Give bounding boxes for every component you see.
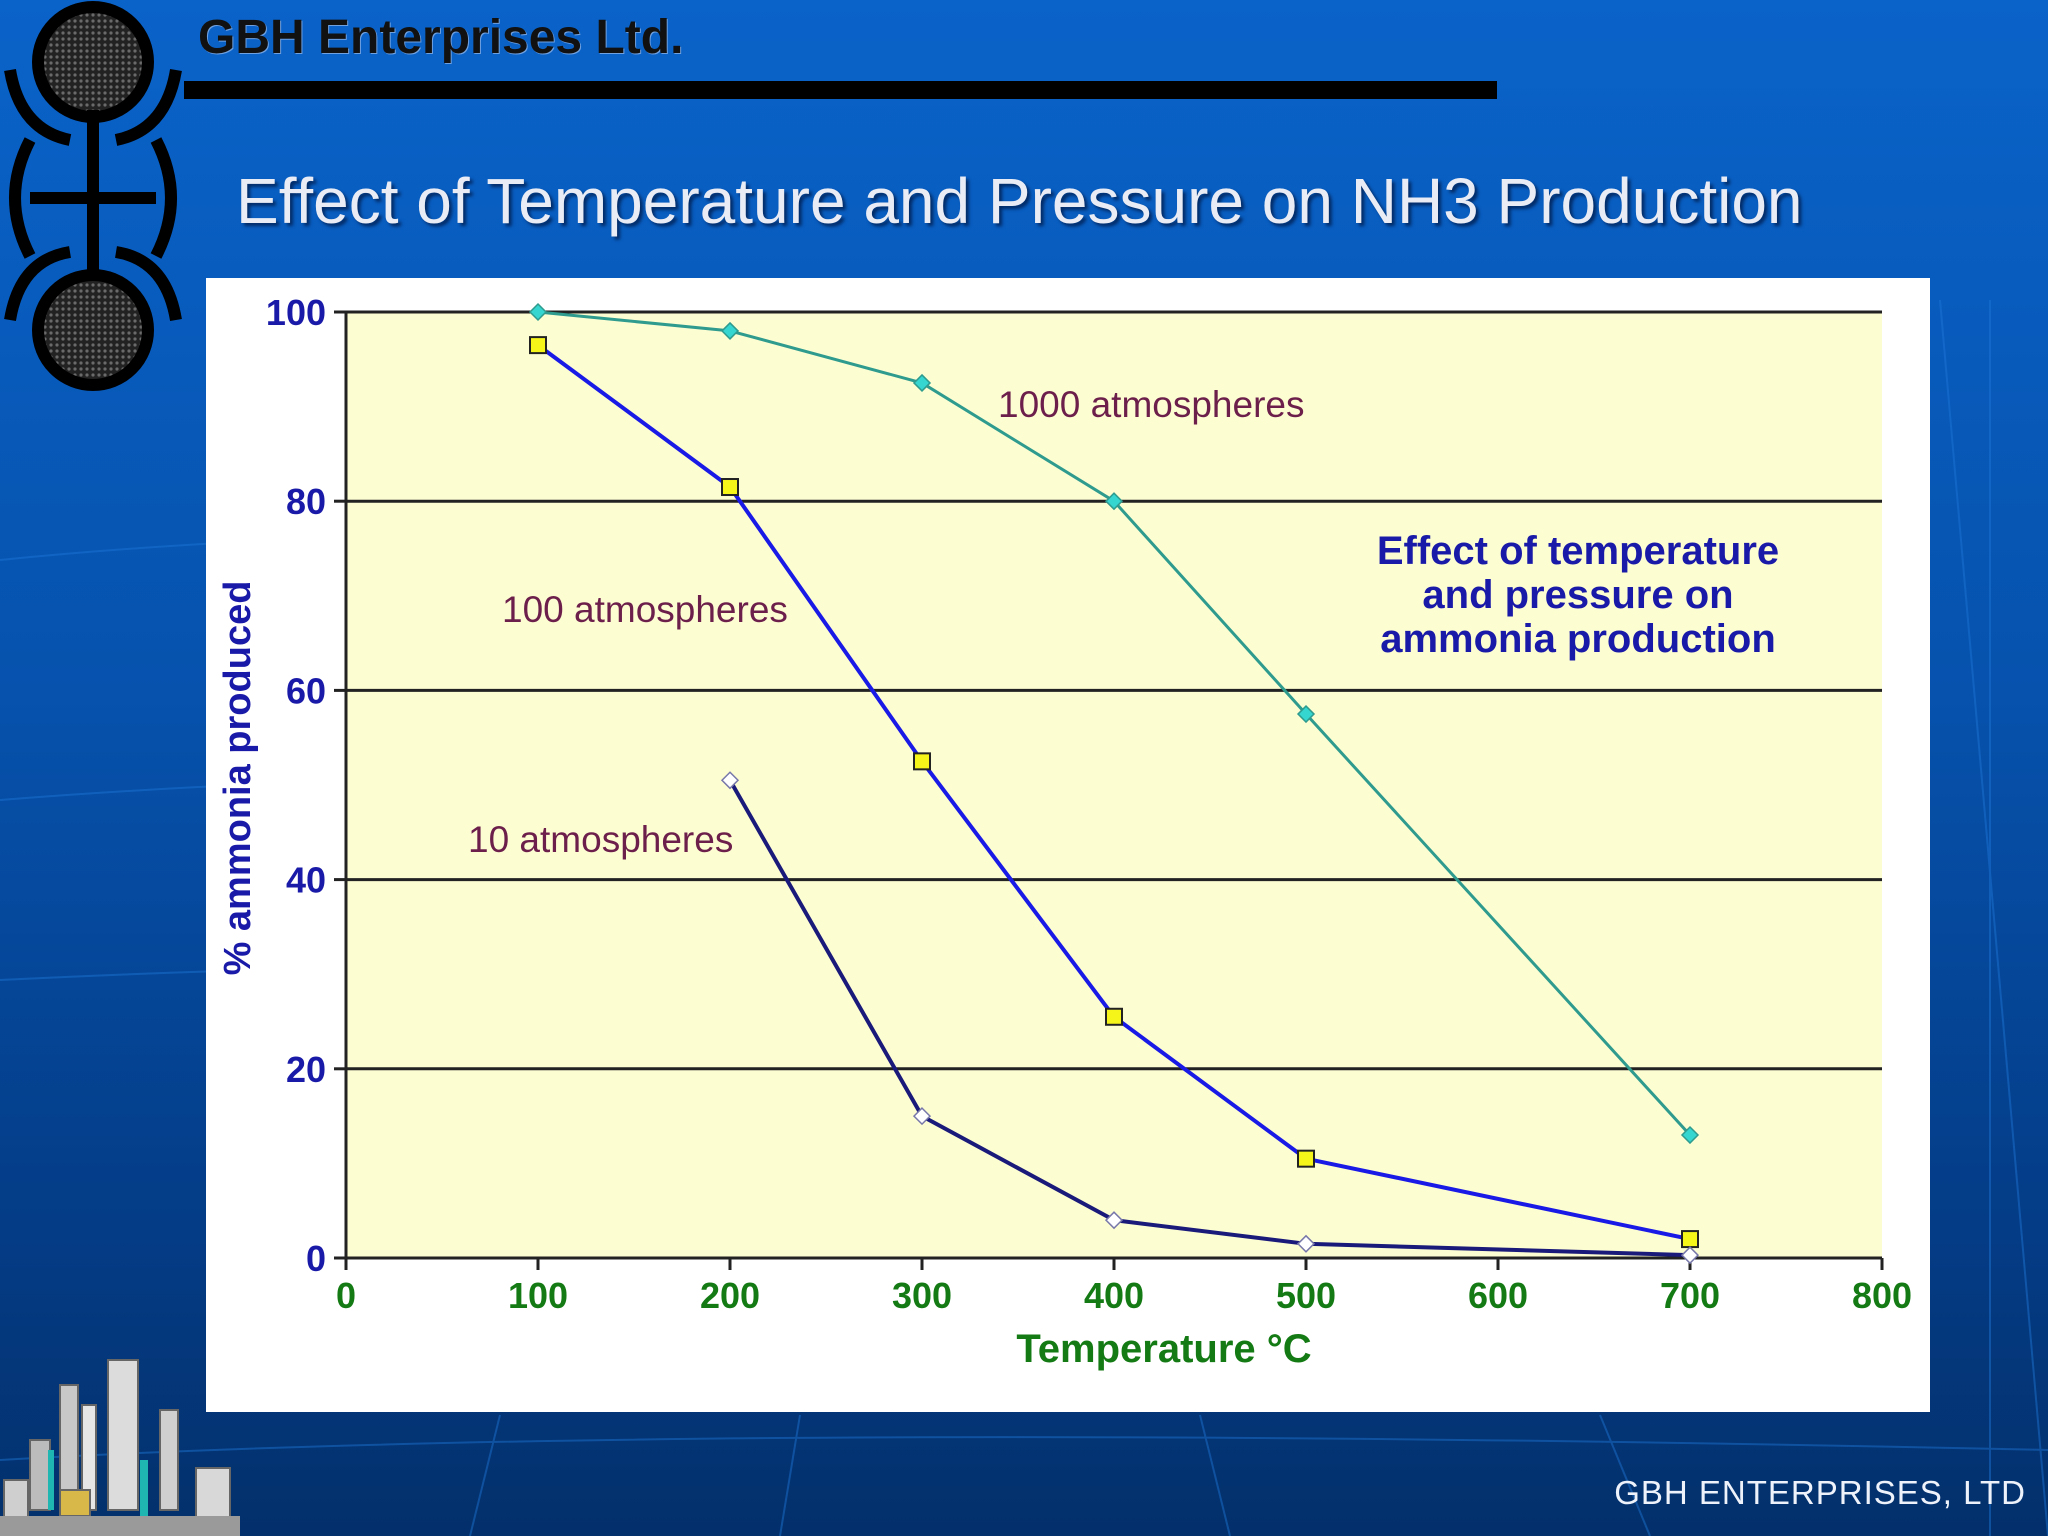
point-1000-atm-100 <box>528 302 548 322</box>
point-100-atm-300 <box>913 752 931 771</box>
point-1000-atm-400 <box>1104 492 1124 511</box>
x-tick-label-400: 400 <box>1084 1275 1144 1316</box>
chart-title-line-2: and pressure on <box>1422 573 1733 617</box>
plot-area <box>346 312 1882 1258</box>
chart-title-line-3: ammonia production <box>1380 617 1776 661</box>
point-10-atm-400 <box>1104 1211 1124 1230</box>
point-1000-atm-300 <box>912 373 932 393</box>
x-tick-label-100: 100 <box>508 1275 568 1316</box>
x-axis-label: Temperature °C <box>1016 1327 1311 1371</box>
series-line-1000-atm <box>537 310 1692 1137</box>
x-tick-label-700: 700 <box>1660 1275 1720 1316</box>
y-tick-label-0: 0 <box>306 1238 326 1279</box>
series-label-1000: 1000 atmospheres <box>998 384 1304 425</box>
point-100-atm-400 <box>1105 1007 1123 1026</box>
x-tick-label-300: 300 <box>892 1275 952 1316</box>
point-100-atm-200 <box>721 478 739 497</box>
y-tick-label-100: 100 <box>266 292 326 333</box>
y-tick-label-40: 40 <box>286 860 326 901</box>
company-logo <box>4 1 182 391</box>
y-tick-label-20: 20 <box>286 1049 326 1090</box>
point-100-atm-700 <box>1681 1230 1699 1249</box>
point-1000-atm-500 <box>1296 704 1316 724</box>
series-line-100-atm <box>536 343 1691 1242</box>
point-1000-atm-200 <box>720 321 740 340</box>
header-rule <box>184 81 1497 99</box>
point-10-atm-500 <box>1296 1234 1316 1253</box>
series-label-10: 10 atmospheres <box>468 819 733 860</box>
point-10-atm-300 <box>912 1107 932 1126</box>
x-tick-label-0: 0 <box>336 1275 356 1316</box>
y-tick-label-80: 80 <box>286 481 326 522</box>
slide-title: Effect of Temperature and Pressure on NH… <box>236 165 1803 237</box>
company-name: GBH Enterprises Ltd. <box>198 11 684 64</box>
point-10-atm-200 <box>720 771 740 790</box>
chart-title: Effect of temperature and pressure on am… <box>1377 529 1779 661</box>
point-100-atm-500 <box>1297 1149 1315 1168</box>
ammonia-chart: 0 20 40 60 80 100 0 100 200 300 400 500 600 700 800 Te… <box>217 292 1912 1371</box>
x-tick-label-500: 500 <box>1276 1275 1336 1316</box>
x-tick-label-800: 800 <box>1852 1275 1912 1316</box>
footer-text: GBH ENTERPRISES, LTD <box>1614 1474 2026 1511</box>
point-10-atm-700 <box>1680 1246 1700 1265</box>
y-tick-label-60: 60 <box>286 670 326 711</box>
x-tick-label-600: 600 <box>1468 1275 1528 1316</box>
series-label-100: 100 atmospheres <box>502 589 788 630</box>
x-tick-label-200: 200 <box>700 1275 760 1316</box>
y-axis-label: % ammonia produced <box>217 581 259 976</box>
chart-title-line-1: Effect of temperature <box>1377 529 1779 573</box>
plant-illustration <box>0 1359 240 1536</box>
point-1000-atm-700 <box>1680 1125 1700 1145</box>
point-100-atm-100 <box>529 336 547 355</box>
